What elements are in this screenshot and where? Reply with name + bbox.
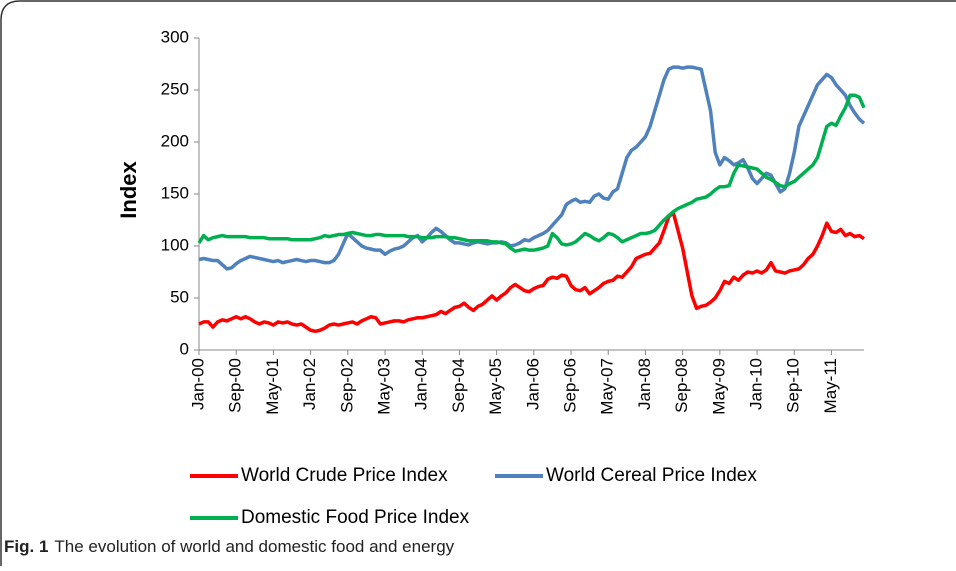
x-tick-label: Sep-06 bbox=[561, 358, 580, 413]
x-tick-label: Sep-08 bbox=[672, 358, 691, 413]
x-tick-label: May-07 bbox=[598, 358, 617, 415]
x-tick-label: May-03 bbox=[374, 358, 393, 415]
x-tick-label: Jan-06 bbox=[523, 358, 542, 410]
x-tick-label: May-09 bbox=[709, 358, 728, 415]
y-tick-label: 200 bbox=[161, 131, 189, 150]
x-tick-label: May-01 bbox=[263, 358, 282, 415]
series-line bbox=[197, 93, 866, 253]
y-axis-title: Index bbox=[116, 161, 141, 219]
x-tick-label: Jan-04 bbox=[412, 358, 431, 410]
caption-text: The evolution of world and domestic food… bbox=[54, 537, 454, 556]
x-tick-label: May-11 bbox=[821, 358, 840, 413]
series-line bbox=[198, 210, 865, 334]
x-tick-label: Jan-00 bbox=[188, 358, 207, 410]
x-tick-label: May-05 bbox=[486, 358, 505, 415]
caption-label: Fig. 1 bbox=[4, 537, 48, 556]
y-tick-label: 150 bbox=[161, 183, 189, 202]
y-tick-label: 300 bbox=[161, 27, 189, 46]
x-tick-label: Sep-04 bbox=[449, 358, 468, 413]
y-tick-label: 50 bbox=[170, 287, 189, 306]
legend-label: World Cereal Price Index bbox=[546, 465, 757, 486]
caption: Fig. 1 The evolution of world and domesti… bbox=[4, 537, 455, 556]
x-tick-label: Jan-08 bbox=[635, 358, 654, 410]
x-tick-label: Jan-02 bbox=[300, 358, 319, 410]
y-tick-label: 100 bbox=[161, 235, 189, 254]
x-tick-label: Sep-10 bbox=[784, 358, 803, 413]
x-tick-label: Jan-10 bbox=[747, 358, 766, 410]
x-tick-label: Sep-02 bbox=[337, 358, 356, 413]
y-tick-label: 0 bbox=[180, 339, 189, 358]
legend-label: Domestic Food Price Index bbox=[241, 507, 470, 528]
x-tick-label: Sep-00 bbox=[226, 358, 245, 413]
series-line bbox=[198, 65, 866, 271]
legend-label: World Crude Price Index bbox=[241, 465, 448, 486]
y-tick-label: 250 bbox=[161, 79, 189, 98]
